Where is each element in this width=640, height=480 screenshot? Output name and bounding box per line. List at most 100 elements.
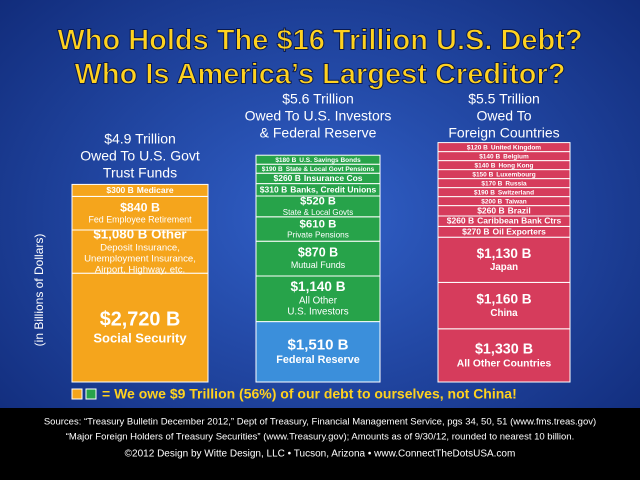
segment-value: $1,130 B [477, 246, 532, 261]
segment-label: $150 B Luxembourg [472, 171, 535, 178]
segment-value: $310 B [260, 185, 287, 195]
segment-value: $870 B [298, 246, 338, 260]
column-header: $4.9 Trillion [104, 131, 176, 147]
segment-label: $140 B Belgium [479, 153, 529, 160]
title: Who Holds The $16 Trillion U.S. Debt? [57, 25, 582, 57]
segment-label: $170 B Russia [481, 180, 527, 187]
segment-label: $190 B State & Local Govt Pensions [262, 166, 375, 173]
bar-segment [255, 321, 381, 383]
segment-value: $200 B [481, 198, 502, 205]
bar-segment [255, 154, 381, 165]
legend-text: = We owe $9 Trillion (56%) of our debt t… [102, 386, 517, 402]
column-header: Owed To [477, 108, 532, 124]
segment-label: $190 B Switzerland [474, 189, 534, 196]
segment-name: Japan [490, 262, 518, 273]
segment-name: All Other Countries [457, 358, 552, 369]
segment-label: $260 B Caribbean Bank Ctrs [447, 216, 562, 226]
segment-value: $520 B [300, 196, 336, 208]
segment-value: $840 B [120, 200, 160, 214]
y-axis-label: (in Billions of Dollars) [32, 234, 46, 347]
segment-value: $2,720 B [100, 308, 181, 330]
segment-value: $1,510 B [287, 337, 348, 354]
segment-value: $1,160 B [476, 292, 531, 307]
segment-name: Belgium [503, 153, 529, 160]
legend-swatch [85, 388, 97, 400]
segment-value: $260 B [274, 173, 301, 183]
segment-label: $310 B Banks, Credit Unions [260, 185, 377, 195]
segment-label: $260 B Insurance Cos [274, 173, 363, 183]
segment-label: $300 B Medicare [106, 185, 174, 195]
legend-swatch [71, 388, 83, 400]
bar-segment [437, 142, 571, 153]
segment-name: Unemployment Insurance, [84, 254, 196, 265]
segment-label: $180 B U.S. Savings Bonds [275, 157, 361, 164]
column-header: Owed To U.S. Investors [245, 108, 392, 124]
footer-text: “Major Foreign Holders of Treasury Secur… [66, 432, 574, 443]
segment-name: Caribbean Bank Ctrs [477, 216, 561, 226]
segment-value: $190 B [262, 166, 283, 173]
segment-value: $1,330 B [475, 341, 533, 357]
bar-segment [437, 236, 571, 283]
bar-segment [71, 183, 209, 197]
segment-value: $190 B [474, 189, 495, 196]
segment-name: Russia [505, 180, 527, 187]
bar-segment [437, 178, 571, 189]
bar-segment [255, 275, 381, 323]
bar-segment [255, 216, 381, 242]
segment-value: $120 B [467, 144, 488, 151]
segment-name: U.S. Investors [287, 307, 348, 318]
segment-value: $300 B [106, 185, 133, 195]
segment-name: Insurance Cos [304, 173, 363, 183]
segment-name: United Kingdom [491, 144, 541, 151]
segment-name: Banks, Credit Unions [290, 185, 376, 195]
column-header: Owed To U.S. Govt [80, 148, 200, 164]
column-header: $5.5 Trillion [468, 91, 540, 107]
bar-segment [437, 196, 571, 207]
bar-segment [71, 229, 209, 274]
bar-segment [71, 272, 209, 383]
segment-name: Airport, Highway, etc. [95, 265, 185, 276]
segment-value: $260 B [477, 206, 504, 216]
segment-label: $200 B Taiwan [481, 198, 527, 205]
segment-name: Deposit Insurance, [100, 243, 180, 254]
title: Who Is America’s Largest Creditor? [75, 59, 566, 91]
segment-value: $140 B [479, 153, 500, 160]
segment-value: $270 B [462, 227, 489, 237]
segment-name: Switzerland [498, 189, 534, 196]
segment-label: $270 B Oil Exporters [462, 227, 546, 237]
segment-name: Oil Exporters [493, 227, 547, 237]
segment-name: China [490, 308, 518, 319]
segment-name: Private Pensions [287, 231, 349, 240]
segment-name: State & Local Govt Pensions [286, 166, 375, 173]
bar-segment [255, 240, 381, 277]
segment-value: $150 B [472, 171, 493, 178]
segment-name: State & Local Govts [283, 208, 353, 217]
column-header: & Federal Reserve [260, 125, 377, 141]
segment-value: $260 B [447, 216, 474, 226]
segment-name: Taiwan [505, 198, 527, 205]
segment-name: Hong Kong [498, 162, 533, 169]
segment-name: All Other [299, 295, 338, 306]
segment-value: $610 B [300, 218, 337, 230]
segment-name: Luxembourg [496, 171, 535, 178]
segment-name: Mutual Funds [291, 260, 346, 270]
segment-value: $180 B [275, 157, 296, 164]
bar-segment [437, 328, 571, 383]
segment-name: Medicare [137, 185, 174, 195]
segment-name: U.S. Savings Bonds [299, 157, 361, 164]
footer-text: Sources: “Treasury Bulletin December 201… [44, 417, 596, 428]
segment-name: Fed Employee Retirement [88, 215, 192, 225]
column-header: $5.6 Trillion [282, 91, 354, 107]
segment-name: Social Security [93, 330, 187, 345]
segment-name: Federal Reserve [276, 354, 360, 366]
segment-name: Brazil [508, 206, 531, 216]
segment-value: $140 B [475, 162, 496, 169]
segment-label: $260 B Brazil [477, 206, 531, 216]
segment-label: $120 B United Kingdom [467, 144, 541, 151]
segment-value: $170 B [481, 180, 502, 187]
segment-label: $140 B Hong Kong [475, 162, 534, 169]
segment-value: $1,140 B [291, 279, 346, 294]
column-header: Trust Funds [103, 165, 177, 181]
column-header: Foreign Countries [448, 125, 559, 141]
